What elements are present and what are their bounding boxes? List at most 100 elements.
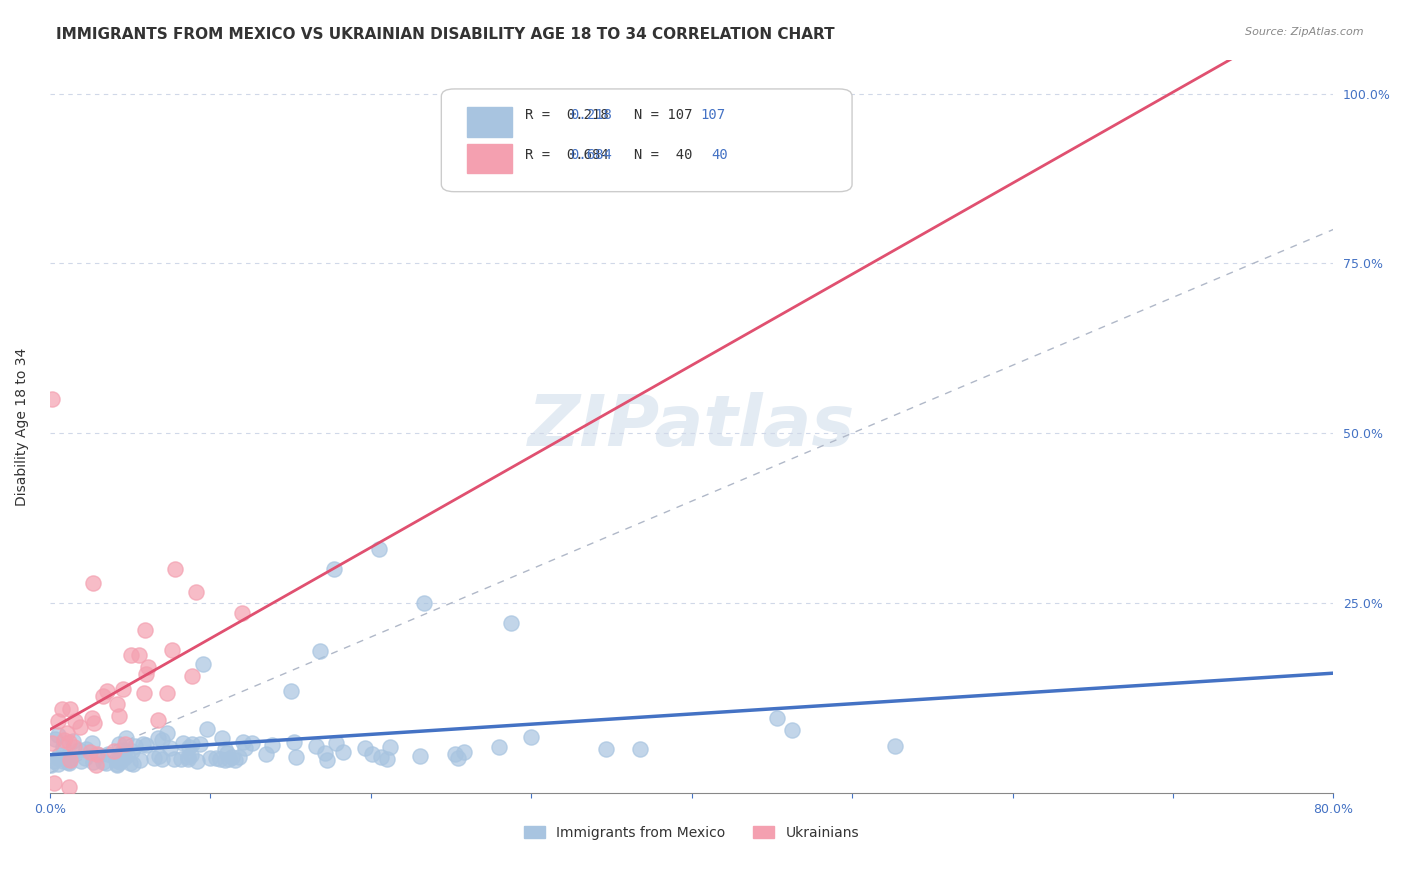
- Legend: Immigrants from Mexico, Ukrainians: Immigrants from Mexico, Ukrainians: [519, 820, 865, 845]
- Point: [58, 756, 80, 770]
- Point: [73, 751, 96, 765]
- Point: [135, 738, 157, 752]
- Point: [233, 740, 256, 755]
- Point: [122, 757, 145, 772]
- Point: [150, 752, 173, 766]
- Point: [205, 751, 228, 765]
- Point: [128, 648, 150, 662]
- Point: [884, 739, 907, 753]
- Point: [135, 667, 157, 681]
- Point: [148, 748, 170, 763]
- Point: [148, 714, 170, 728]
- Point: [52, 754, 75, 768]
- Point: [177, 749, 200, 764]
- Point: [84, 757, 107, 772]
- Point: [62, 740, 84, 755]
- Point: [595, 741, 617, 756]
- Point: [195, 723, 218, 737]
- Point: [499, 616, 522, 631]
- Point: [156, 686, 179, 700]
- Point: [221, 749, 243, 764]
- Point: [111, 743, 134, 757]
- Point: [170, 752, 193, 766]
- Point: [58, 734, 80, 748]
- Point: [186, 754, 208, 768]
- Text: ZIPatlas: ZIPatlas: [527, 392, 855, 461]
- Point: [240, 736, 263, 750]
- Point: [59, 753, 82, 767]
- Point: [378, 740, 401, 755]
- Point: [69, 720, 91, 734]
- Point: [285, 750, 308, 764]
- Point: [46, 750, 69, 764]
- Point: [128, 753, 150, 767]
- Point: [114, 731, 136, 746]
- Point: [107, 753, 129, 767]
- Point: [83, 715, 105, 730]
- Point: [82, 575, 104, 590]
- Point: [409, 748, 432, 763]
- Point: [309, 643, 332, 657]
- Point: [97, 747, 120, 761]
- Point: [52, 733, 75, 747]
- Point: [86, 747, 108, 762]
- Point: [91, 756, 114, 770]
- Point: [361, 747, 384, 761]
- Point: [142, 751, 165, 765]
- Point: [62, 733, 84, 747]
- Point: [120, 648, 142, 663]
- Point: [70, 754, 93, 768]
- Point: [56, 725, 79, 739]
- Text: IMMIGRANTS FROM MEXICO VS UKRAINIAN DISABILITY AGE 18 TO 34 CORRELATION CHART: IMMIGRANTS FROM MEXICO VS UKRAINIAN DISA…: [56, 27, 835, 42]
- Point: [67, 742, 90, 756]
- Point: [370, 750, 392, 764]
- Point: [56, 755, 79, 769]
- Point: [105, 757, 128, 772]
- Point: [232, 735, 254, 749]
- Point: [132, 737, 155, 751]
- Point: [46, 714, 69, 728]
- Point: [765, 710, 787, 724]
- Point: [118, 756, 141, 770]
- Point: [190, 737, 212, 751]
- Point: [181, 669, 204, 683]
- Point: [180, 737, 202, 751]
- Point: [262, 738, 284, 752]
- Point: [105, 697, 128, 711]
- FancyBboxPatch shape: [441, 89, 852, 192]
- Point: [353, 741, 375, 756]
- Point: [107, 709, 129, 723]
- Point: [177, 752, 200, 766]
- Point: [325, 736, 347, 750]
- Point: [91, 689, 114, 703]
- Point: [51, 702, 73, 716]
- Point: [159, 741, 181, 756]
- Point: [46, 756, 69, 771]
- Point: [115, 747, 138, 762]
- Point: [283, 735, 305, 749]
- Point: [80, 710, 103, 724]
- Text: 40: 40: [711, 148, 728, 162]
- Point: [150, 732, 173, 747]
- Point: [305, 739, 328, 754]
- Point: [107, 752, 129, 766]
- Point: [65, 714, 87, 728]
- Point: [48, 747, 70, 762]
- Point: [254, 747, 277, 761]
- Point: [46, 728, 69, 742]
- Y-axis label: Disability Age 18 to 34: Disability Age 18 to 34: [15, 347, 30, 506]
- Point: [172, 737, 194, 751]
- Point: [368, 541, 391, 556]
- Text: Source: ZipAtlas.com: Source: ZipAtlas.com: [1246, 27, 1364, 37]
- Text: R =  0.684   N =  40: R = 0.684 N = 40: [524, 148, 692, 162]
- Point: [41, 392, 63, 407]
- Point: [375, 751, 398, 765]
- Point: [160, 643, 183, 657]
- Point: [41, 736, 63, 750]
- Point: [52, 740, 75, 755]
- Text: 107: 107: [700, 108, 725, 121]
- Point: [58, 780, 80, 794]
- Point: [780, 723, 803, 737]
- Point: [42, 755, 65, 769]
- Point: [146, 731, 169, 745]
